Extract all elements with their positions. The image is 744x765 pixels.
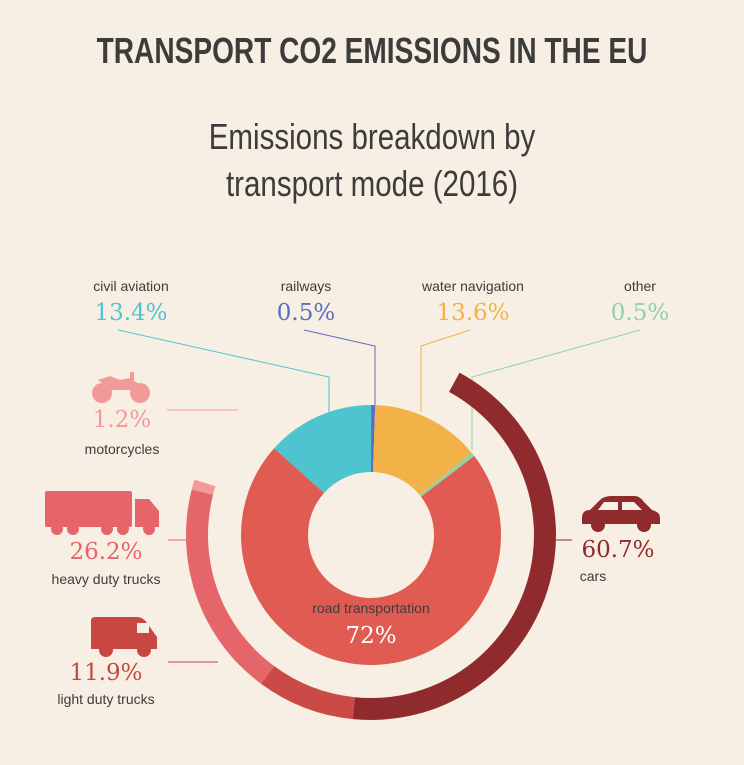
donut-slice-civil-aviation [274, 405, 372, 494]
civil-aviation-label: civil aviation [93, 278, 168, 294]
cars-label: cars [580, 568, 606, 584]
ring-segment-heavy-duty-trucks [185, 489, 275, 684]
road-breakdown-ring [185, 372, 557, 720]
railways-value: 0.5% [277, 300, 335, 326]
motorcycles-value: 1.2% [93, 407, 151, 433]
motorcycle-icon [92, 372, 150, 403]
donut-slice-road-transportation [240, 448, 501, 665]
water-navigation-value: 13.6% [436, 300, 509, 326]
ring-segment-cars [352, 372, 557, 720]
mode-donut [240, 405, 501, 665]
van-icon [91, 617, 157, 657]
connector-other [471, 329, 641, 450]
road-transportation-value: 72% [345, 623, 396, 649]
heavy-truck-icon [45, 491, 159, 535]
chart-subtitle-line2: transport mode (2016) [225, 163, 519, 204]
connector-railways [303, 329, 376, 412]
other-value: 0.5% [611, 300, 669, 326]
civil-aviation-value: 13.4% [94, 300, 167, 326]
connector-water-navigation [420, 329, 471, 412]
other-label: other [624, 278, 656, 294]
heavy-duty-trucks-label: heavy duty trucks [52, 571, 161, 587]
light-duty-trucks-label: light duty trucks [57, 691, 154, 707]
water-navigation-label: water navigation [421, 278, 524, 294]
railways-label: railways [281, 278, 332, 294]
connector-civil-aviation [117, 329, 330, 412]
cars-value: 60.7% [581, 537, 654, 563]
chart-subtitle-line1: Emissions breakdown by [208, 116, 536, 157]
page-title: TRANSPORT CO2 EMISSIONS IN THE EU [96, 30, 648, 71]
heavy-duty-trucks-value: 26.2% [69, 539, 142, 565]
ring-segment-motorcycles [191, 479, 216, 495]
motorcycles-label: motorcycles [85, 441, 160, 457]
light-duty-trucks-value: 11.9% [69, 660, 142, 686]
donut-slice-other [419, 452, 475, 497]
donut-slice-railways [371, 405, 376, 473]
connector-lines [117, 329, 641, 663]
road-transportation-label: road transportation [312, 600, 430, 616]
donut-slice-water-navigation [373, 405, 472, 496]
car-icon [582, 496, 660, 532]
ring-segment-light-duty-trucks [260, 666, 355, 720]
